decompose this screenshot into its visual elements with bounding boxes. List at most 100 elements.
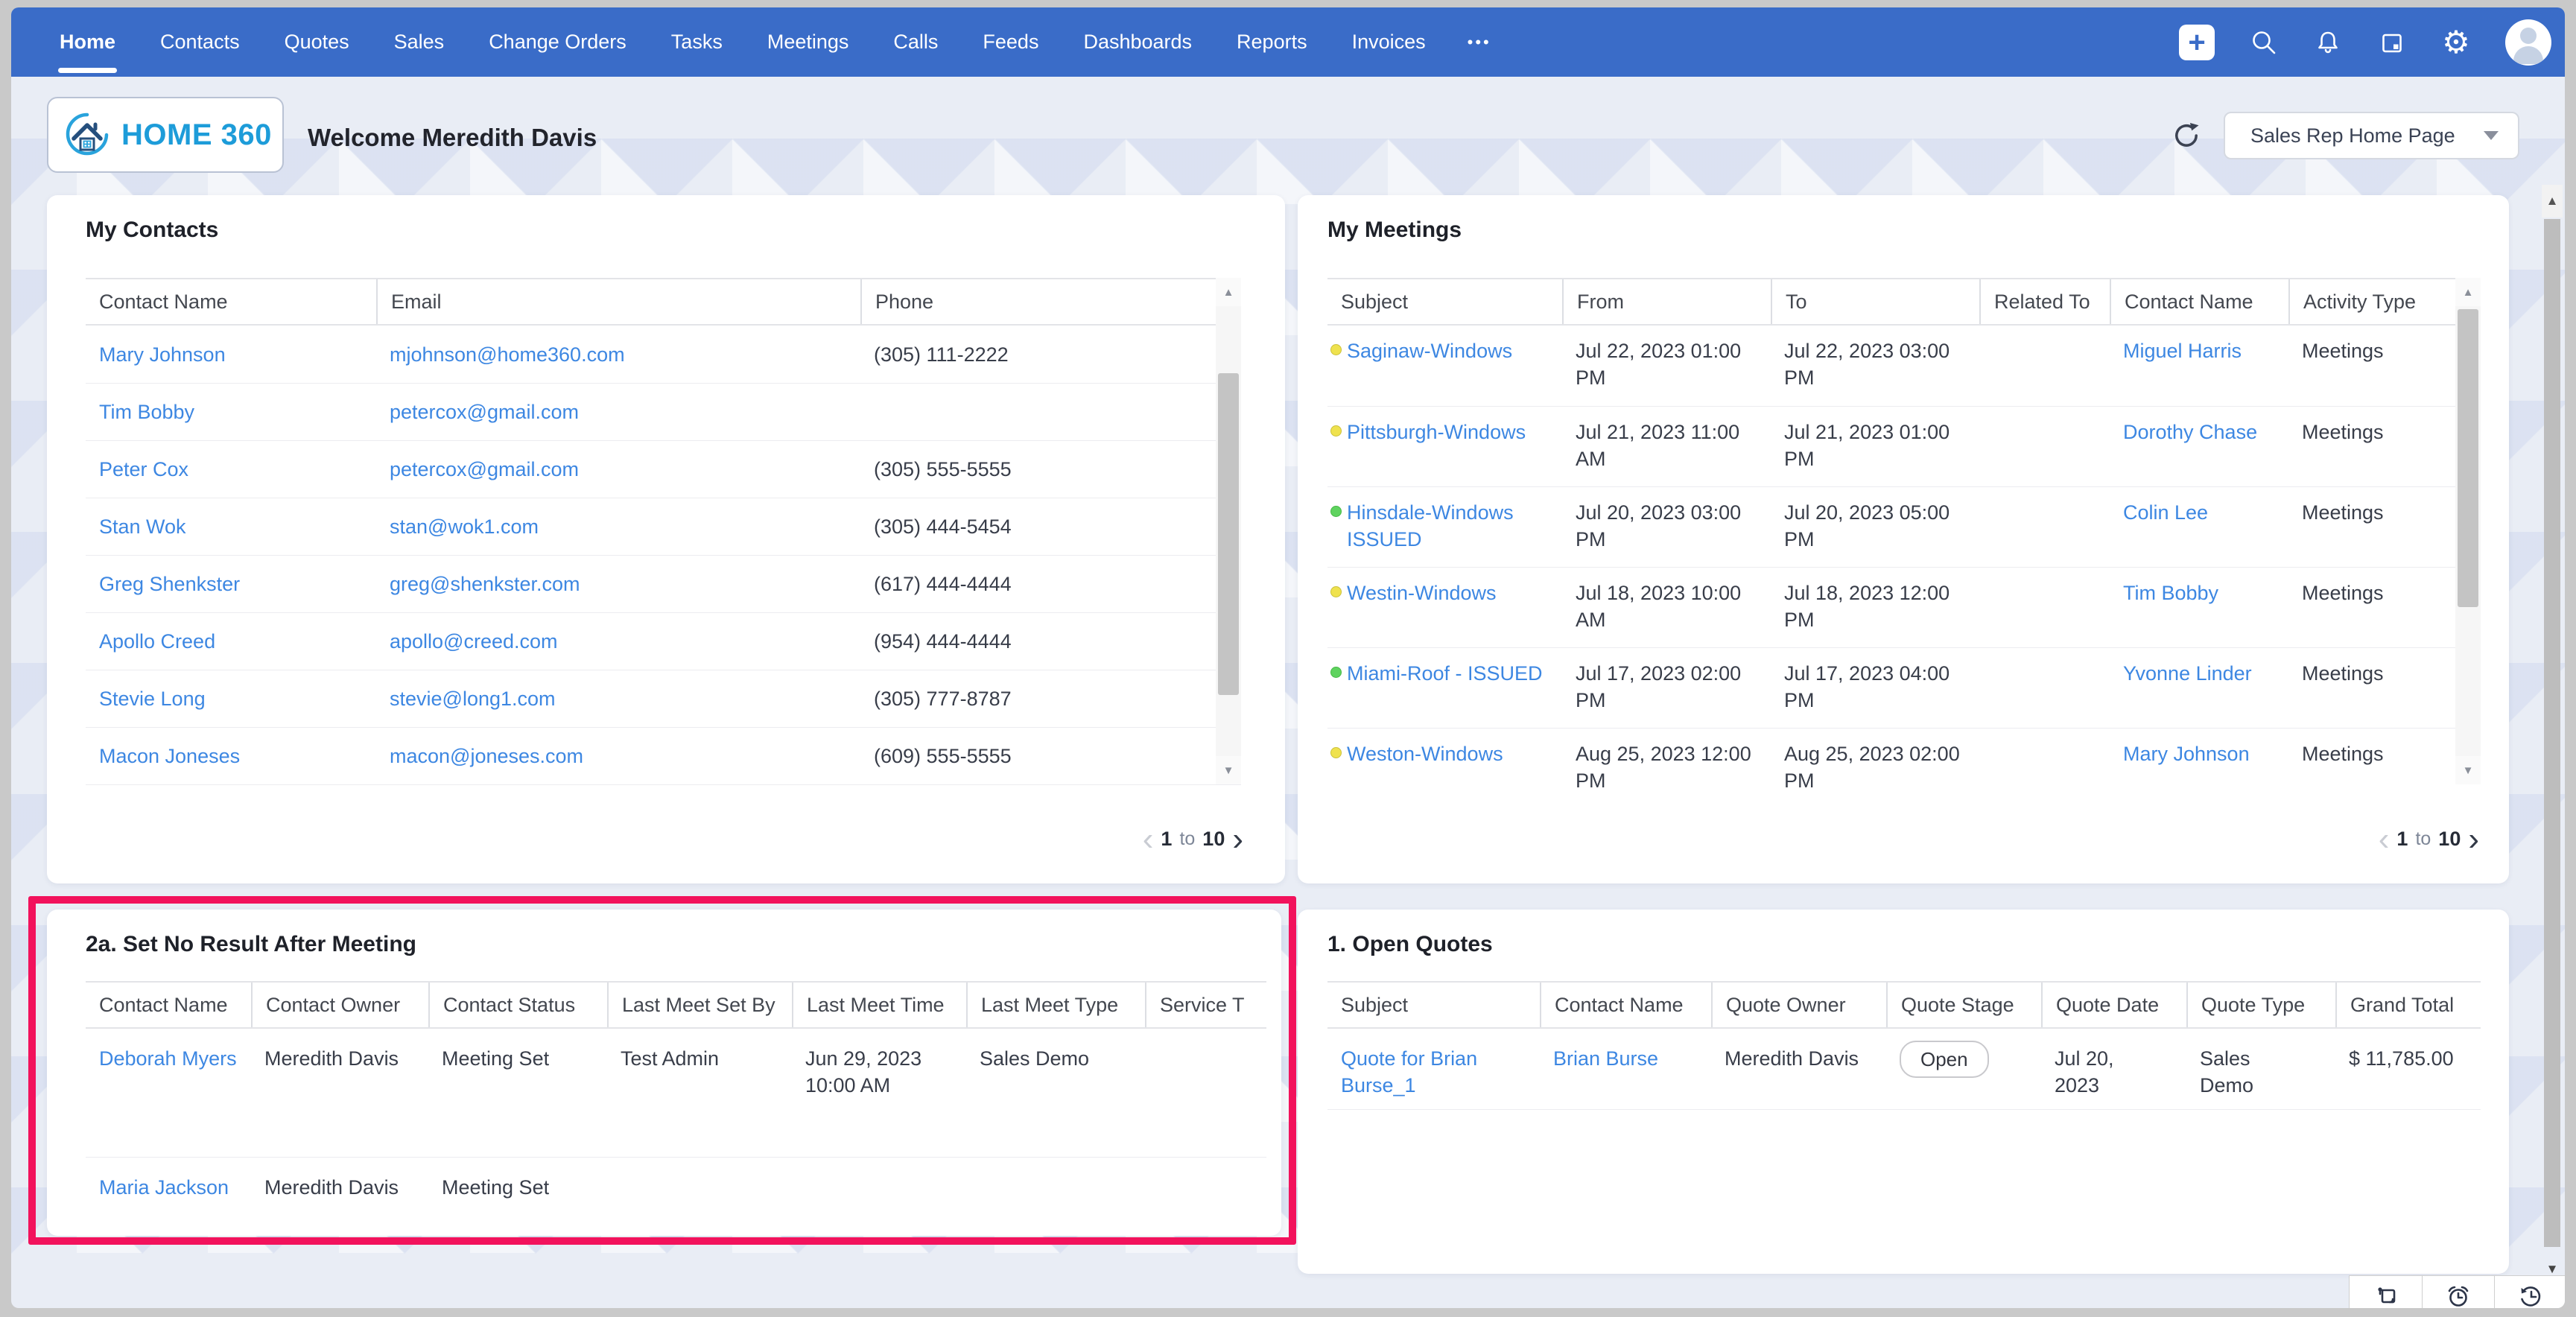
nav-tab[interactable]: Dashboards [1083, 31, 1193, 53]
column-header: Quote Stage [1886, 983, 2041, 1027]
contact-name-link[interactable]: Stan Wok [99, 515, 186, 538]
contact-email-link[interactable]: mjohnson@home360.com [390, 343, 625, 366]
table-scrollbar[interactable]: ▲ ▼ [1216, 278, 1241, 784]
table-row: Quote for Brian Burse_1 Brian Burse Mere… [1327, 1029, 2481, 1110]
notifications-bell-icon[interactable] [2313, 28, 2343, 57]
panel-title: 1. Open Quotes [1327, 932, 1493, 956]
next-page-icon[interactable]: › [1232, 820, 1243, 857]
contact-name-link[interactable]: Macon Joneses [99, 745, 241, 767]
scroll-down-icon[interactable]: ▼ [1216, 756, 1241, 784]
meeting-subject-link[interactable]: Pittsburgh-Windows [1347, 421, 1526, 443]
contact-email-link[interactable]: stan@wok1.com [390, 515, 539, 538]
meeting-subject-link[interactable]: Westin-Windows [1347, 582, 1497, 604]
contact-phone: (954) 444-4444 [874, 630, 1012, 653]
quote-subject-link[interactable]: Quote for Brian Burse_1 [1341, 1047, 1478, 1097]
scrollbar-thumb[interactable] [1218, 373, 1239, 695]
sticky-note-icon[interactable] [2350, 1276, 2422, 1308]
scrollbar-thumb[interactable] [2458, 309, 2478, 607]
service-type [1145, 1029, 1266, 1157]
page-range-start: 1 [2396, 828, 2408, 850]
contact-name-link[interactable]: Greg Shenkster [99, 573, 241, 595]
table-scrollbar[interactable]: ▲ ▼ [2455, 278, 2481, 784]
nav-tab[interactable]: Home [37, 7, 138, 77]
home360-logo-icon [66, 112, 109, 156]
next-page-icon[interactable]: › [2468, 820, 2479, 857]
meeting-subject-link[interactable]: Miami-Roof - ISSUED [1347, 662, 1543, 685]
meeting-contact-link[interactable]: Miguel Harris [2123, 340, 2242, 362]
last-meet-type [966, 1158, 1145, 1236]
contact-email-link[interactable]: greg@shenkster.com [390, 573, 580, 595]
contact-name-link[interactable]: Apollo Creed [99, 630, 216, 653]
scroll-down-icon[interactable]: ▼ [2455, 756, 2481, 784]
meeting-related-to [1979, 568, 2110, 647]
prev-page-icon[interactable]: ‹ [2378, 820, 2390, 857]
add-record-button[interactable]: + [2179, 24, 2215, 60]
quote-contact-link[interactable]: Brian Burse [1553, 1047, 1659, 1070]
nav-tab[interactable]: Contacts [160, 31, 240, 53]
scroll-up-icon[interactable]: ▲ [2455, 278, 2481, 306]
avatar-head [2520, 27, 2537, 44]
nav-tab[interactable]: Feeds [983, 31, 1039, 53]
nav-tab[interactable]: Meetings [767, 31, 849, 53]
contact-phone: (609) 555-5555 [874, 745, 1012, 767]
nav-tab[interactable]: Sales [393, 31, 445, 53]
calendar-icon[interactable] [2377, 28, 2407, 57]
last-meet-time: Jun 29, 2023 10:00 AM [805, 1047, 922, 1097]
contact-name-link[interactable]: Peter Cox [99, 458, 189, 480]
prev-page-icon[interactable]: ‹ [1142, 820, 1154, 857]
history-icon[interactable] [2494, 1276, 2565, 1308]
contact-status: Meeting Set [442, 1047, 550, 1070]
settings-gear-icon[interactable]: ⚙ [2441, 26, 2471, 57]
scroll-up-icon[interactable]: ▲ [1216, 278, 1241, 306]
scroll-up-icon[interactable]: ▲ [2542, 185, 2563, 218]
nav-tab[interactable]: Tasks [670, 31, 723, 53]
meeting-status-dot [1330, 425, 1342, 437]
nav-tab[interactable]: Reports [1237, 31, 1307, 53]
contact-phone [860, 384, 1241, 440]
meeting-contact-link[interactable]: Mary Johnson [2123, 743, 2250, 765]
column-header: To [1771, 279, 1979, 324]
nav-tab[interactable]: Change Orders [489, 31, 626, 53]
table-row: Stevie Long stevie@long1.com (305) 777-8… [86, 670, 1241, 727]
meeting-contact-link[interactable]: Colin Lee [2123, 501, 2209, 524]
scrollbar-thumb[interactable] [2544, 219, 2560, 1247]
contact-owner: Meredith Davis [264, 1176, 399, 1199]
page-range-end: 10 [1202, 828, 1225, 850]
meeting-subject-link[interactable]: Saginaw-Windows [1347, 340, 1513, 362]
nav-tab[interactable]: Invoices [1351, 31, 1426, 53]
column-header: Last Meet Set By [607, 983, 792, 1027]
nav-tab[interactable]: Quotes [284, 31, 349, 53]
contact-email-link[interactable]: petercox@gmail.com [390, 401, 579, 423]
scroll-down-icon[interactable]: ▼ [2545, 1262, 2559, 1276]
contact-name-link[interactable]: Maria Jackson [99, 1176, 229, 1199]
meeting-subject-link[interactable]: Weston-Windows [1347, 743, 1503, 765]
search-icon[interactable] [2249, 28, 2279, 57]
contact-email-link[interactable]: petercox@gmail.com [390, 458, 579, 480]
contact-email-link[interactable]: macon@joneses.com [390, 745, 584, 767]
homepage-view-selector[interactable]: Sales Rep Home Page [2224, 112, 2519, 159]
meeting-contact-link[interactable]: Dorothy Chase [2123, 421, 2258, 443]
meeting-contact-link[interactable]: Tim Bobby [2123, 582, 2219, 604]
meeting-contact-link[interactable]: Yvonne Linder [2123, 662, 2252, 685]
contact-email-link[interactable]: apollo@creed.com [390, 630, 558, 653]
contact-name-link[interactable]: Stevie Long [99, 688, 206, 710]
contact-email-link[interactable]: stevie@long1.com [390, 688, 556, 710]
page-scrollbar[interactable]: ▲ ▼ [2542, 185, 2563, 1308]
meeting-subject-link[interactable]: Hinsdale-Windows ISSUED [1347, 501, 1514, 550]
nav-tabs: Home Contacts Quotes Sales Change Orders… [37, 7, 1448, 77]
table-row: Weston-Windows Aug 25, 2023 12:00 PM Aug… [1327, 728, 2455, 808]
user-avatar[interactable] [2505, 19, 2551, 66]
nav-tab[interactable]: Calls [893, 31, 939, 53]
column-header: Email [376, 279, 860, 324]
more-tabs-icon[interactable]: ••• [1467, 32, 1491, 51]
panel-title: My Contacts [86, 218, 219, 242]
contact-name-link[interactable]: Mary Johnson [99, 343, 226, 366]
my-meetings-table: Subject From To Related To Contact Name … [1327, 278, 2455, 808]
contact-name-link[interactable]: Deborah Myers [99, 1047, 237, 1070]
service-type [1145, 1158, 1266, 1236]
meeting-from: Jul 22, 2023 01:00 PM [1576, 340, 1742, 389]
contact-name-link[interactable]: Tim Bobby [99, 401, 195, 423]
meeting-to: Jul 22, 2023 03:00 PM [1784, 340, 1950, 389]
refresh-icon[interactable] [2170, 119, 2203, 152]
alarm-clock-icon[interactable] [2422, 1276, 2494, 1308]
